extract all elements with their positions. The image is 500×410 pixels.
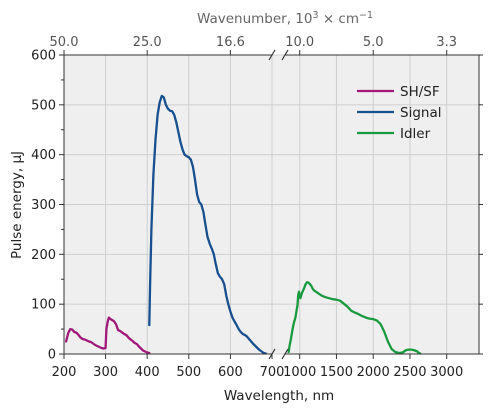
x-tick-label: 2500 [393, 365, 426, 380]
x-tick-label: 300 [93, 365, 118, 380]
axis-break-mark [281, 348, 289, 360]
x-axis-title: Wavelength, nm [224, 388, 334, 404]
legend-label: Idler [400, 126, 431, 142]
x-tick-label: 500 [176, 365, 201, 380]
legend-label: SH/SF [400, 84, 440, 100]
x-tick-label: 2000 [357, 365, 390, 380]
series-line-sh-sf [64, 327, 107, 350]
top-tick-label: 3.3 [436, 35, 457, 50]
top-tick-label: 10.0 [285, 35, 314, 50]
x-tick-label: 1000 [283, 365, 316, 380]
x-tick-label: 400 [135, 365, 160, 380]
x-tick-label: 600 [218, 365, 243, 380]
top-tick-label: 16.6 [216, 35, 245, 50]
legend: SH/SF Signal Idler [357, 84, 441, 142]
top-tick-label: 50.0 [50, 35, 79, 50]
series-line-signal [148, 94, 267, 355]
plot-area: 0 100 200 300 400 500 600 200 300 400 500 600 700100… [31, 35, 483, 380]
x-tick-label: 700 [260, 365, 285, 380]
y-tick-label: 500 [31, 98, 56, 113]
top-tick-label: 5.0 [363, 35, 384, 50]
top-tick-label: 25.0 [133, 35, 162, 50]
y-tick-label: 200 [31, 248, 56, 263]
y-tick-label: 600 [31, 49, 56, 64]
y-tick-label: 0 [48, 348, 56, 363]
y-tick-label: 100 [31, 298, 56, 313]
legend-label: Signal [400, 105, 441, 121]
series-line-idler [287, 281, 422, 355]
axis-break-mark [281, 49, 289, 61]
y-axis-title: Pulse energy, µJ [9, 151, 25, 259]
x-tick-label: 1500 [320, 365, 353, 380]
axis-break-mark [268, 49, 276, 61]
series-line-sh-sf [104, 316, 151, 355]
x-tick-label: 200 [52, 365, 77, 380]
top-axis-title: Wavenumber, 103 × cm−1 [197, 10, 373, 28]
x-tick-label: 3000 [430, 365, 463, 380]
y-tick-label: 300 [31, 198, 56, 213]
y-tick-label: 400 [31, 148, 56, 163]
